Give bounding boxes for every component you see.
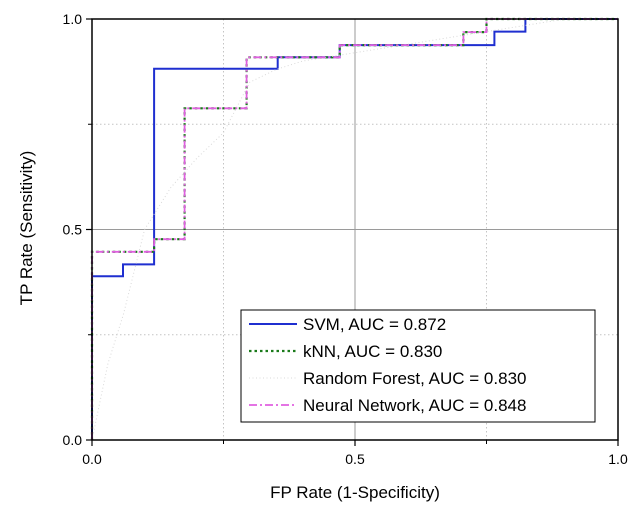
y-tick-label: 0.5 [63,222,83,238]
y-tick-label: 0.0 [63,432,83,448]
x-tick-label: 0.0 [82,451,102,467]
series-lines [90,17,618,441]
x-axis-title: FP Rate (1-Specificity) [270,483,440,502]
x-tick-label: 1.0 [608,451,628,467]
legend: SVM, AUC = 0.872 kNN, AUC = 0.830 Random F… [240,309,596,423]
y-axis-title: TP Rate (Sensitivity) [17,151,36,306]
y-tick-label: 1.0 [63,11,83,27]
legend-label-knn: kNN, AUC = 0.830 [303,342,442,361]
x-tick-label: 0.5 [345,451,365,467]
axis-ticks: 0.0 0.5 1.0 0.0 0.5 1.0 [63,11,628,467]
legend-label-neural-network: Neural Network, AUC = 0.848 [303,396,526,415]
series-line-knn [90,17,618,440]
legend-label-svm: SVM, AUC = 0.872 [303,315,446,334]
legend-box [240,309,596,423]
legend-label-random-forest: Random Forest, AUC = 0.830 [303,369,526,388]
